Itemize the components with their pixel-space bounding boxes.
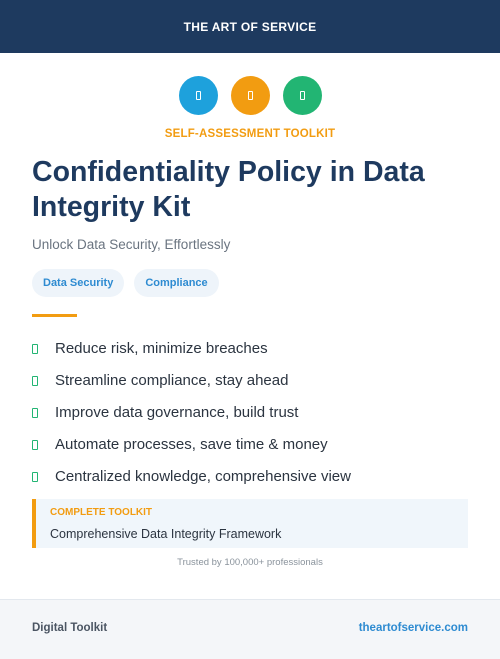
callout-text: Comprehensive Data Integrity Framework	[50, 527, 282, 541]
benefit-text: Automate processes, save time & money	[55, 435, 328, 453]
list-item: Centralized knowledge, comprehensive vie…	[32, 460, 351, 492]
document-icon-blue	[178, 76, 218, 115]
list-item: Reduce risk, minimize breaches	[32, 332, 351, 364]
document-icon-green	[282, 76, 322, 115]
benefit-text: Reduce risk, minimize breaches	[55, 339, 268, 357]
document-icon	[299, 91, 305, 100]
trusted-note: Trusted by 100,000+ professionals	[177, 557, 323, 568]
list-item: Automate processes, save time & money	[32, 428, 351, 460]
website-link[interactable]: theartofservice.com	[358, 622, 468, 634]
document-icon-orange	[230, 76, 270, 115]
kicker-label: SELF-ASSESSMENT TOOLKIT	[164, 128, 336, 140]
list-item: Streamline compliance, stay ahead	[32, 364, 351, 396]
document-icon	[195, 91, 201, 100]
check-icon	[32, 375, 38, 386]
footer-label: Digital Toolkit	[32, 622, 108, 634]
benefit-text: Streamline compliance, stay ahead	[55, 371, 289, 389]
check-icon	[32, 471, 38, 482]
callout-kicker: COMPLETE TOOLKIT	[50, 507, 153, 518]
check-icon	[32, 343, 38, 354]
brand-title: THE ART OF SERVICE	[183, 19, 317, 34]
benefit-text: Improve data governance, build trust	[55, 403, 299, 421]
footer: Digital Toolkit theartofservice.com	[0, 599, 500, 659]
tag-list: Data Security Compliance	[32, 269, 219, 297]
tag-compliance: Compliance	[134, 269, 219, 297]
check-icon	[32, 407, 38, 418]
check-icon	[32, 439, 38, 450]
toolkit-callout: COMPLETE TOOLKIT Comprehensive Data Inte…	[32, 499, 468, 548]
list-item: Improve data governance, build trust	[32, 396, 351, 428]
benefit-text: Centralized knowledge, comprehensive vie…	[55, 467, 351, 485]
accent-divider	[32, 314, 77, 317]
document-icon	[247, 91, 253, 100]
icon-row	[0, 76, 500, 115]
benefit-list: Reduce risk, minimize breaches Streamlin…	[32, 332, 351, 492]
subtitle: Unlock Data Security, Effortlessly	[32, 237, 231, 252]
page-title: Confidentiality Policy in Data Integrity…	[32, 156, 425, 223]
header-bar: THE ART OF SERVICE	[0, 0, 500, 53]
tag-data-security: Data Security	[32, 269, 125, 297]
